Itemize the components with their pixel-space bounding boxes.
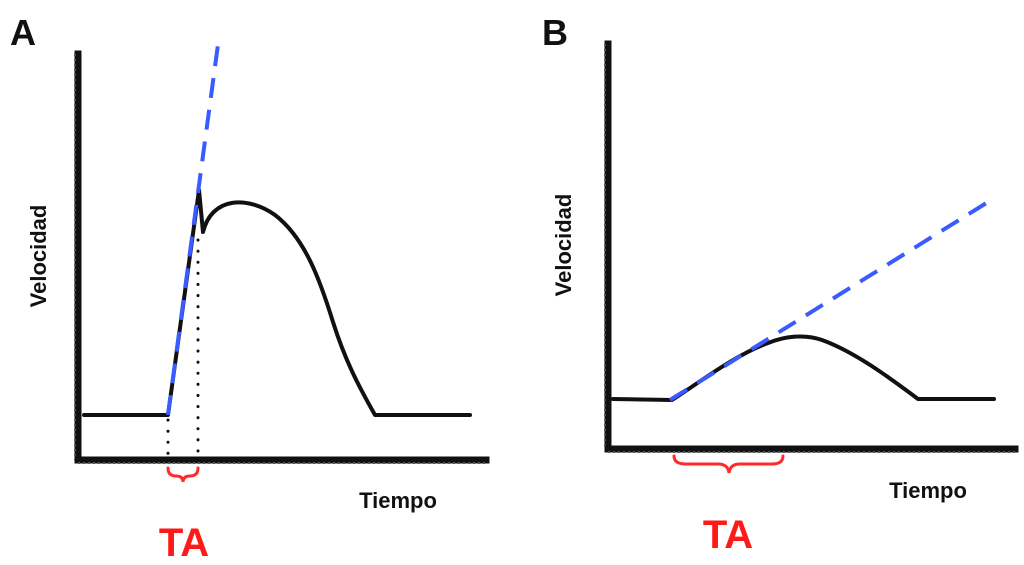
panel-b-y-axis-label: Velocidad — [551, 194, 576, 297]
panel-b: B Velocidad Tiempo TA — [542, 12, 1019, 557]
panel-b-ta-label: TA — [703, 513, 753, 557]
panel-b-ta-brace — [672, 454, 785, 474]
panel-a-letter: A — [10, 12, 36, 53]
panel-b-letter: B — [542, 12, 568, 53]
panel-a-velocity-curve — [82, 188, 472, 417]
panel-a-x-axis-label: Tiempo — [359, 488, 437, 513]
panel-b-velocity-curve — [611, 334, 996, 402]
panel-a-y-axis-label: Velocidad — [26, 205, 51, 308]
panel-a-ta-brace — [166, 466, 200, 483]
panel-a: A Velocidad Tiempo TA — [10, 12, 490, 565]
panel-a-ta-label: TA — [159, 521, 209, 565]
panel-b-x-axis-label: Tiempo — [889, 478, 967, 503]
